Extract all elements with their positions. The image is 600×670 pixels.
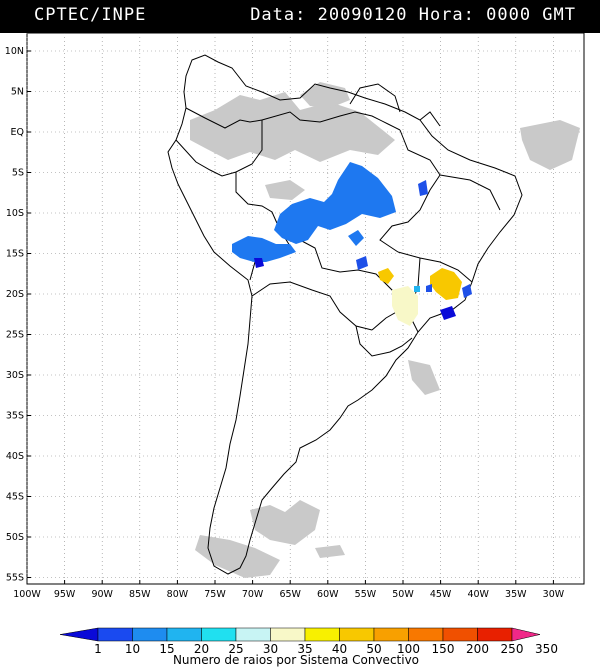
- colorbar-label: 50: [366, 642, 381, 656]
- colorbar-arrow-right: [511, 627, 541, 642]
- colorbar-swatch: [477, 627, 513, 642]
- lon-label: 45W: [430, 589, 452, 600]
- colorbar-label: 20: [194, 642, 209, 656]
- colorbar-swatch: [408, 627, 444, 642]
- colorbar-swatch: [201, 627, 237, 642]
- lat-label: 10N: [5, 46, 24, 57]
- colorbar-swatch: [166, 627, 202, 642]
- lon-label: 35W: [505, 589, 527, 600]
- lat-label: 45S: [6, 492, 24, 503]
- colorbar-label: 1: [94, 642, 102, 656]
- product-title: CPTEC/INPE: [34, 5, 147, 25]
- lon-label: 40W: [467, 589, 489, 600]
- lon-label: 60W: [317, 589, 339, 600]
- colorbar-label: 100: [397, 642, 420, 656]
- lon-label: 30W: [543, 589, 565, 600]
- lon-label: 85W: [129, 589, 151, 600]
- colorbar-swatch: [97, 627, 133, 642]
- lat-label: 10S: [6, 208, 24, 219]
- title-bar: CPTEC/INPE Data: 20090120 Hora: 0000 GMT: [0, 0, 600, 33]
- lat-label: 15S: [6, 249, 24, 260]
- colorbar-label: 10: [125, 642, 140, 656]
- cloud-cover: [190, 82, 580, 578]
- colorbar-swatch: [339, 627, 375, 642]
- colorbar-title: Numero de raios por Sistema Convectivo: [173, 653, 419, 667]
- colorbar-label: 150: [432, 642, 455, 656]
- colorbar-swatch: [373, 627, 409, 642]
- date-time-label: Data: 20090120 Hora: 0000 GMT: [250, 5, 576, 25]
- lon-label: 80W: [167, 589, 189, 600]
- lat-label: 30S: [6, 370, 24, 381]
- latitude-labels: 10N 5N EQ 5S 10S 15S 20S 25S 30S 35S 40S 45S 50S 55S: [5, 46, 31, 584]
- lon-label: 75W: [204, 589, 226, 600]
- lon-label: 95W: [54, 589, 76, 600]
- lon-label: 55W: [355, 589, 377, 600]
- lat-label: 50S: [6, 532, 24, 543]
- lat-label: 5N: [11, 87, 24, 98]
- colorbar-label: 35: [297, 642, 312, 656]
- lat-label: 20S: [6, 289, 24, 300]
- colorbar-label: 15: [159, 642, 174, 656]
- colorbar-swatch: [442, 627, 478, 642]
- convective-systems: [232, 162, 472, 326]
- lat-label: 40S: [6, 451, 24, 462]
- lat-label: 5S: [12, 168, 24, 179]
- lat-label: 25S: [6, 330, 24, 341]
- lon-label: 90W: [91, 589, 113, 600]
- colorbar-label: 350: [535, 642, 558, 656]
- lat-label: 35S: [6, 411, 24, 422]
- colorbar-arrow-left: [59, 627, 99, 642]
- colorbar-swatch: [304, 627, 340, 642]
- colorbar-label: 25: [228, 642, 243, 656]
- colorbar-swatch: [270, 627, 306, 642]
- colorbar-swatch: [235, 627, 271, 642]
- lat-label: 55S: [6, 573, 24, 584]
- colorbar-label: 200: [466, 642, 489, 656]
- lon-label: 70W: [242, 589, 264, 600]
- colorbar-label: 250: [501, 642, 524, 656]
- lon-label: 50W: [392, 589, 414, 600]
- lat-lon-grid: [26, 33, 584, 584]
- lon-label: 65W: [279, 589, 301, 600]
- colorbar-label: 30: [263, 642, 278, 656]
- longitude-labels: 100W 95W 90W 85W 80W 75W 70W 65W 60W 55W 50W 45W 40W…: [13, 580, 565, 600]
- colorbar: 1 10 15 20 25 30 35 40 50 100 150 200 250 350: [59, 627, 558, 656]
- lon-label: 100W: [13, 589, 41, 600]
- colorbar-label: 40: [332, 642, 347, 656]
- lat-label: EQ: [11, 127, 24, 138]
- colorbar-swatch: [132, 627, 168, 642]
